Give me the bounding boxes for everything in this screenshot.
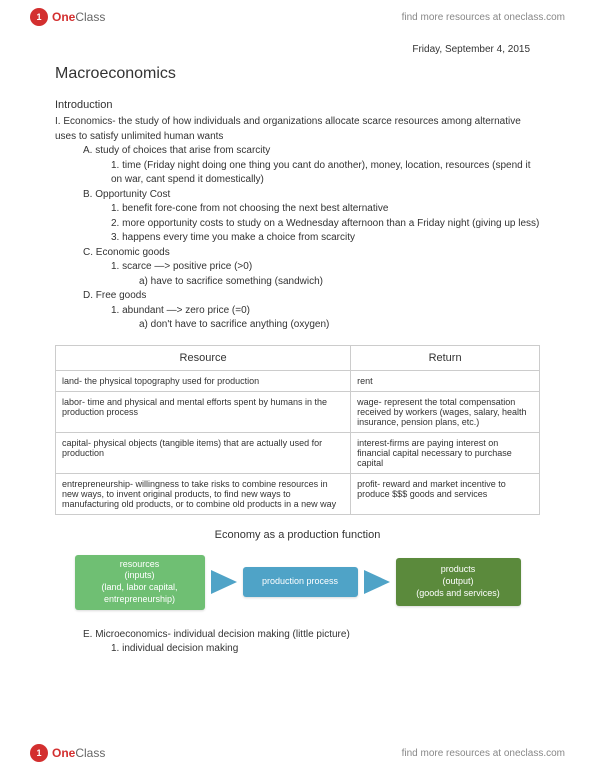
table-row: labor- time and physical and mental effo… <box>56 391 540 432</box>
flow-process-label: production process <box>251 576 350 588</box>
resource-return-table: Resource Return land- the physical topog… <box>55 345 540 515</box>
document-date: Friday, September 4, 2015 <box>55 44 540 55</box>
outline-c1: 1. scarce —> positive price (>0) <box>55 260 540 275</box>
flow-outputs-l3: (goods and services) <box>404 588 513 600</box>
table-row: land- the physical topography used for p… <box>56 370 540 391</box>
table-header-resource: Resource <box>56 345 351 370</box>
brand-logo: 1 OneClass <box>30 8 105 26</box>
table-cell: wage- represent the total compensation r… <box>351 391 540 432</box>
table-cell: labor- time and physical and mental effo… <box>56 391 351 432</box>
table-row: capital- physical objects (tangible item… <box>56 432 540 473</box>
outline-c: C. Economic goods <box>55 246 540 261</box>
page-header: 1 OneClass find more resources at onecla… <box>0 0 595 34</box>
flow-outputs-l2: (output) <box>404 576 513 588</box>
brand-name: OneClass <box>52 10 105 24</box>
footer-link[interactable]: find more resources at oneclass.com <box>402 748 565 759</box>
intro-heading: Introduction <box>55 99 540 111</box>
header-link[interactable]: find more resources at oneclass.com <box>402 12 565 23</box>
outline-b1: 1. benefit fore-cone from not choosing t… <box>55 202 540 217</box>
outline-a: A. study of choices that arise from scar… <box>55 144 540 159</box>
flow-node-outputs: products (output) (goods and services) <box>396 558 521 606</box>
outline-b3: 3. happens every time you make a choice … <box>55 231 540 246</box>
production-flow-diagram: resources (inputs) (land, labor capital,… <box>55 555 540 610</box>
brand-name-class: Class <box>75 10 105 24</box>
brand-logo-footer: 1 OneClass <box>30 744 105 762</box>
flow-node-process: production process <box>243 567 358 597</box>
page-footer: 1 OneClass find more resources at onecla… <box>0 736 595 770</box>
table-header-return: Return <box>351 345 540 370</box>
outline-e: E. Microeconomics- individual decision m… <box>55 628 540 643</box>
outline-d1a: a) don't have to sacrifice anything (oxy… <box>55 318 540 333</box>
flow-outputs-l1: products <box>404 564 513 576</box>
flow-node-inputs: resources (inputs) (land, labor capital,… <box>75 555 205 610</box>
brand-name-class: Class <box>75 746 105 760</box>
outline-list-continued: E. Microeconomics- individual decision m… <box>55 628 540 657</box>
table-cell: entrepreneurship- willingness to take ri… <box>56 473 351 514</box>
table-cell: interest-firms are paying interest on fi… <box>351 432 540 473</box>
outline-c1a: a) have to sacrifice something (sandwich… <box>55 275 540 290</box>
arrow-icon <box>211 570 237 594</box>
outline-b: B. Opportunity Cost <box>55 188 540 203</box>
page-title: Macroeconomics <box>55 65 540 83</box>
outline-d1: 1. abundant —> zero price (=0) <box>55 304 540 319</box>
outline-d: D. Free goods <box>55 289 540 304</box>
flow-inputs-l3: (land, labor capital, <box>83 582 197 594</box>
brand-icon: 1 <box>30 744 48 762</box>
brand-name-one: One <box>52 746 75 760</box>
table-cell: land- the physical topography used for p… <box>56 370 351 391</box>
table-cell: rent <box>351 370 540 391</box>
document-content: Friday, September 4, 2015 Macroeconomics… <box>0 34 595 657</box>
diagram-title: Economy as a production function <box>55 529 540 541</box>
arrow-icon <box>364 570 390 594</box>
outline-list: I. Economics- the study of how individua… <box>55 115 540 333</box>
flow-inputs-l2: (inputs) <box>83 570 197 582</box>
outline-e1: 1. individual decision making <box>55 642 540 657</box>
brand-name: OneClass <box>52 746 105 760</box>
brand-icon-glyph: 1 <box>36 748 41 758</box>
table-cell: profit- reward and market incentive to p… <box>351 473 540 514</box>
outline-i: I. Economics- the study of how individua… <box>55 115 540 144</box>
flow-inputs-l1: resources <box>83 559 197 571</box>
outline-a1: 1. time (Friday night doing one thing yo… <box>55 159 540 188</box>
outline-b2: 2. more opportunity costs to study on a … <box>55 217 540 232</box>
table-row: entrepreneurship- willingness to take ri… <box>56 473 540 514</box>
brand-icon: 1 <box>30 8 48 26</box>
table-cell: capital- physical objects (tangible item… <box>56 432 351 473</box>
brand-name-one: One <box>52 10 75 24</box>
flow-inputs-l4: entrepreneurship) <box>83 594 197 606</box>
brand-icon-glyph: 1 <box>36 12 41 22</box>
